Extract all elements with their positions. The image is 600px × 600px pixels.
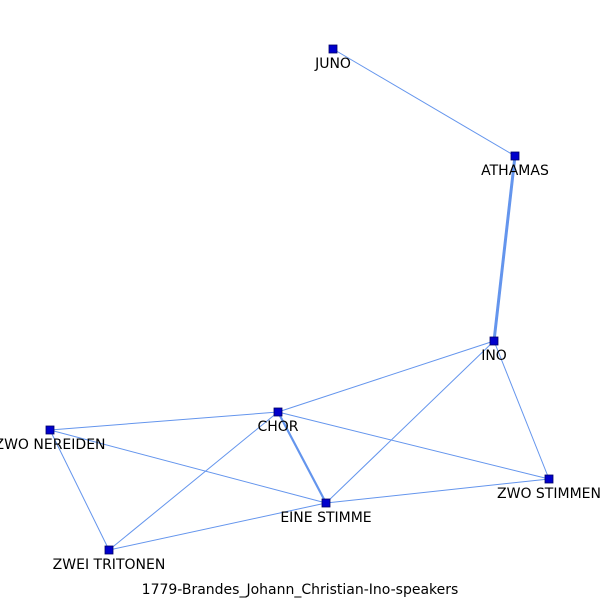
graph-caption: 1779-Brandes_Johann_Christian-Ino-speake… [141, 582, 459, 598]
node-zwo-stimmen [544, 474, 554, 484]
node-eine-stimme [321, 498, 331, 508]
edge-chor-zwo_nereiden [49, 411, 279, 431]
node-athamas [510, 151, 520, 161]
edge-athamas-ino [492, 155, 517, 342]
edge-juno-athamas [332, 48, 516, 157]
node-ino [489, 336, 499, 346]
node-zwei-tritonen [104, 545, 114, 555]
labels-layer: JUNO ATHAMAS INO CHOR ZWO NEREIDEN EINE STIMM… [0, 56, 600, 573]
node-juno [328, 44, 338, 54]
node-label-chor: CHOR [257, 419, 298, 435]
node-label-zwo-nereiden: ZWO NEREIDEN [0, 437, 106, 453]
edge-ino-chor [277, 340, 495, 413]
edge-chor-zwo_stimmen [277, 411, 550, 480]
node-label-athamas: ATHAMAS [481, 163, 549, 179]
edge-eine_stimme-zwei_tritonen [108, 502, 327, 551]
edge-zwo_nereiden-eine_stimme [49, 429, 327, 504]
node-label-ino: INO [481, 348, 507, 364]
edge-zwo_nereiden-zwei_tritonen [49, 429, 110, 551]
edge-ino-eine_stimme [325, 340, 495, 504]
node-zwo-nereiden [45, 425, 55, 435]
edge-eine_stimme-zwo_stimmen [325, 478, 550, 504]
node-chor [273, 407, 283, 417]
edge-ino-zwo_stimmen [493, 340, 550, 480]
nodes-layer [45, 44, 554, 555]
node-label-juno: JUNO [314, 56, 351, 72]
edge-chor-eine_stimme [277, 411, 327, 504]
edges-layer [49, 48, 550, 551]
node-label-zwei-tritonen: ZWEI TRITONEN [53, 557, 166, 573]
node-label-eine-stimme: EINE STIMME [280, 510, 371, 526]
edge-chor-zwei_tritonen [108, 411, 279, 551]
node-label-zwo-stimmen: ZWO STIMMEN [497, 486, 600, 502]
